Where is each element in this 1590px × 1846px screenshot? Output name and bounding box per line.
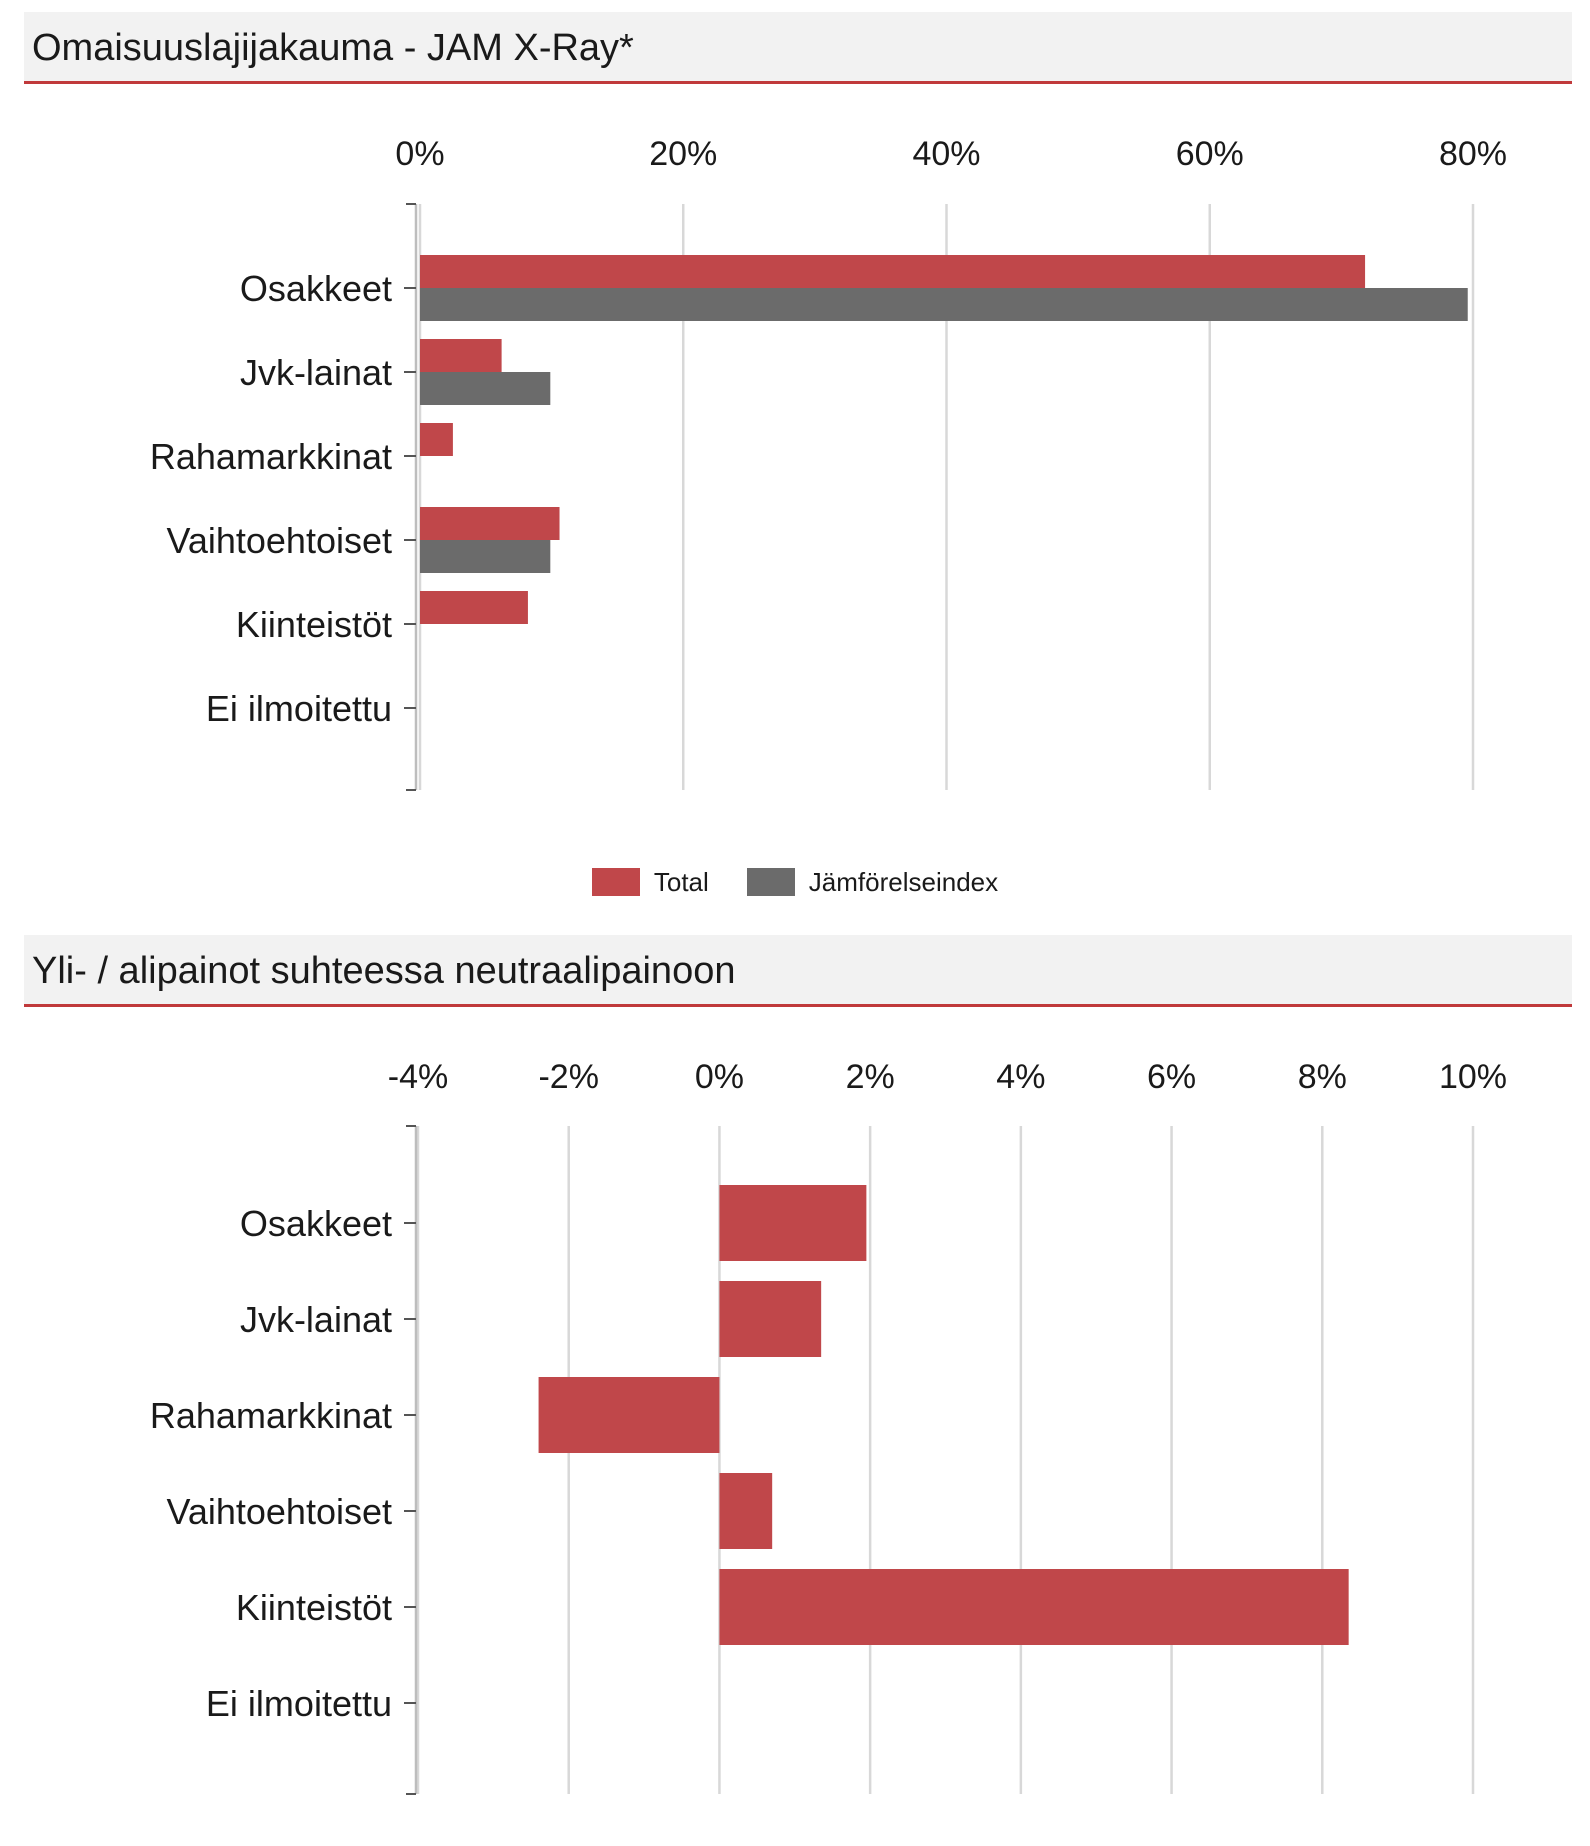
allocation-category-label: Ei ilmoitettu xyxy=(206,688,392,729)
weights-chart-title: Yli- / alipainot suhteessa neutraalipain… xyxy=(32,950,736,992)
weights-category-label: Rahamarkkinat xyxy=(150,1395,392,1436)
allocation-chart: 0% 20% 40% 60% 80% Osakkeet Jvk-lainat Rahamark… xyxy=(150,135,1507,791)
allocation-bar-index xyxy=(420,288,1468,321)
weights-category-label: Osakkeet xyxy=(240,1203,392,1244)
weights-category-label: Vaihtoehtoiset xyxy=(167,1491,393,1532)
legend-item-total: Total xyxy=(591,866,709,898)
weights-chart-header: Yli- / alipainot suhteessa neutraalipain… xyxy=(24,935,1572,1007)
allocation-bar-total xyxy=(420,507,560,540)
allocation-chart-title: Omaisuuslajijakauma - JAM X-Ray* xyxy=(32,27,634,69)
allocation-category-label: Jvk-lainat xyxy=(240,352,392,393)
allocation-chart-legend: Total Jämförelseindex xyxy=(0,862,1590,902)
allocation-tick-label: 60% xyxy=(1176,135,1244,173)
legend-label-total: Total xyxy=(653,866,709,897)
legend-swatch-index xyxy=(746,868,795,896)
weights-bar-total xyxy=(719,1569,1349,1645)
weights-tick-label: -2% xyxy=(538,1058,598,1096)
allocation-tick-label: 0% xyxy=(395,135,444,173)
weights-tick-label: 8% xyxy=(1298,1058,1347,1096)
allocation-bar-total xyxy=(420,591,528,624)
weights-category-label: Jvk-lainat xyxy=(240,1299,392,1340)
allocation-bar-total xyxy=(420,255,1366,288)
allocation-category-label: Rahamarkkinat xyxy=(150,436,392,477)
weights-tick-label: -4% xyxy=(388,1058,448,1096)
allocation-bar-total xyxy=(420,339,502,372)
allocation-bar-total xyxy=(420,423,453,456)
weights-tick-label: 2% xyxy=(846,1058,895,1096)
legend-item-index: Jämförelseindex xyxy=(746,866,999,898)
allocation-tick-label: 40% xyxy=(912,135,980,173)
weights-bar-total xyxy=(719,1473,773,1549)
allocation-tick-label: 20% xyxy=(649,135,717,173)
weights-category-label: Kiinteistöt xyxy=(236,1587,392,1628)
weights-bar-total xyxy=(538,1377,720,1453)
weights-bar-total xyxy=(719,1185,867,1261)
allocation-chart-header: Omaisuuslajijakauma - JAM X-Ray* xyxy=(24,12,1572,84)
allocation-category-label: Osakkeet xyxy=(240,268,392,309)
legend-swatch-total xyxy=(591,868,640,896)
legend-label-index: Jämförelseindex xyxy=(808,866,999,897)
weights-tick-label: 4% xyxy=(996,1058,1045,1096)
allocation-tick-label: 80% xyxy=(1439,135,1507,173)
allocation-bar-index xyxy=(420,540,551,573)
weights-tick-label: 10% xyxy=(1439,1058,1507,1096)
allocation-category-label: Kiinteistöt xyxy=(236,604,392,645)
weights-tick-label: 0% xyxy=(695,1058,744,1096)
weights-bar-total xyxy=(719,1281,822,1357)
weights-chart: -4% -2% 0% 2% 4% 6% 8% 10% Osakkeet Jvk-lainat Rah… xyxy=(150,1058,1507,1795)
allocation-category-label: Vaihtoehtoiset xyxy=(167,520,393,561)
weights-tick-label: 6% xyxy=(1147,1058,1196,1096)
allocation-bar-index xyxy=(420,372,551,405)
weights-category-label: Ei ilmoitettu xyxy=(206,1683,392,1724)
